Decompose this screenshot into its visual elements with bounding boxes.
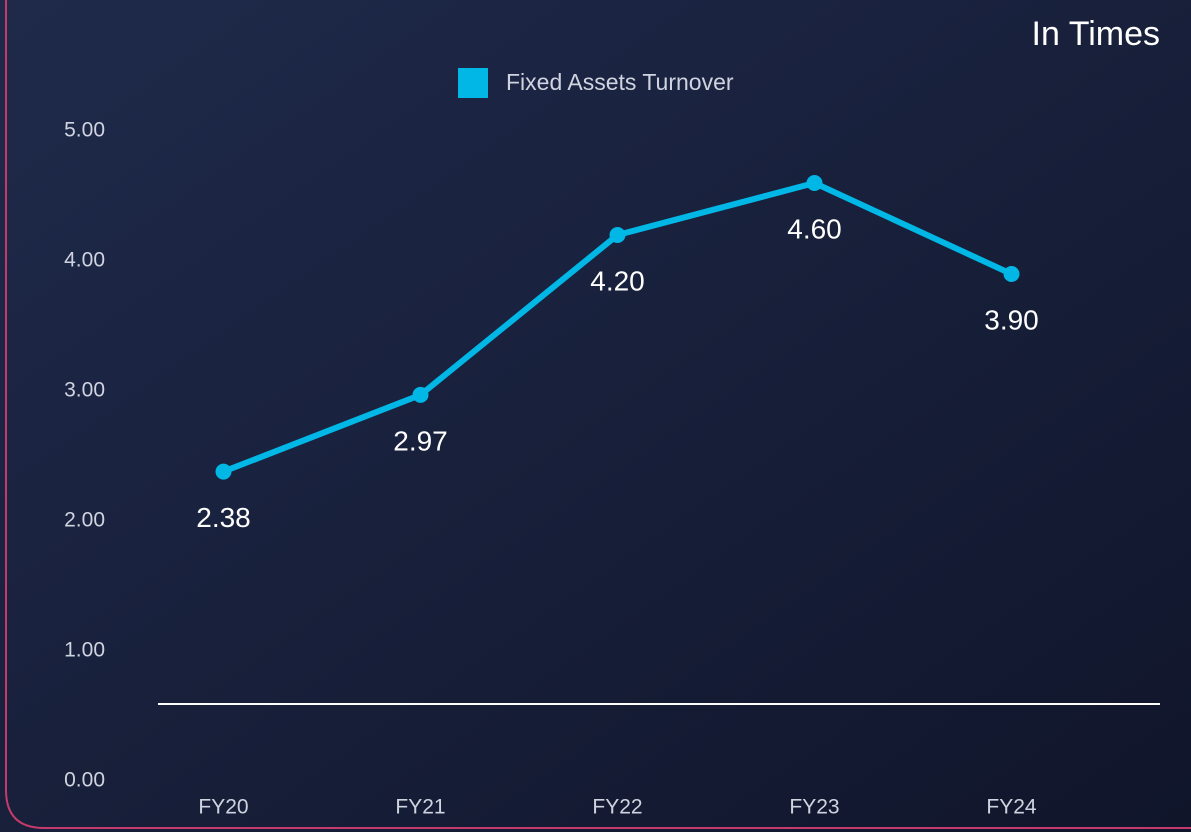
data-point (215, 463, 232, 480)
y-tick-label: 0.00 (64, 769, 105, 792)
x-tick-label: FY21 (395, 796, 445, 819)
x-tick-label: FY23 (789, 796, 839, 819)
y-tick-label: 3.00 (64, 379, 105, 402)
y-tick-label: 2.00 (64, 509, 105, 532)
data-point (806, 175, 823, 191)
data-point (1003, 266, 1020, 282)
y-tick-label: 4.00 (64, 249, 105, 272)
unit-note: In Times (1032, 15, 1160, 53)
data-label: 2.38 (196, 502, 251, 533)
data-point (412, 386, 429, 403)
x-tick-label: FY24 (986, 796, 1037, 819)
legend-swatch (458, 68, 488, 98)
y-tick-label: 5.00 (64, 119, 105, 142)
x-tick-label: FY20 (198, 796, 248, 819)
frame-border (5, 0, 1191, 829)
legend-label: Fixed Assets Turnover (506, 69, 734, 95)
data-label: 3.90 (984, 304, 1039, 335)
data-label: 4.60 (787, 213, 842, 244)
y-tick-label: 1.00 (64, 639, 105, 662)
data-label: 2.97 (393, 425, 448, 456)
data-point (609, 227, 626, 243)
x-tick-label: FY22 (592, 796, 642, 819)
data-label: 4.20 (590, 265, 645, 296)
